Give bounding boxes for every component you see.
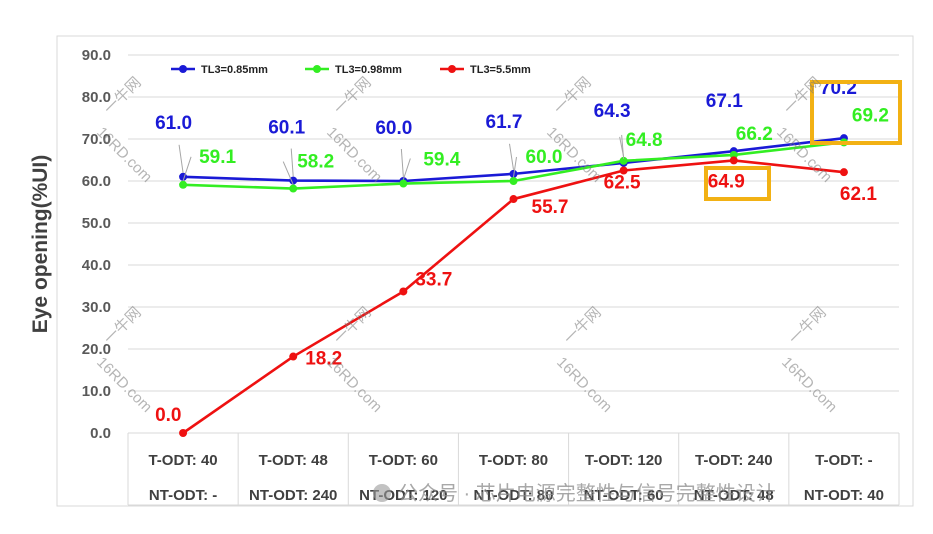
y-tick-label: 40.0 [82,257,111,274]
watermark-logo: 一牛网 [331,304,375,348]
data-label: 60.0 [526,147,563,168]
data-point [289,176,298,185]
x-tick-label-bottom: NT-ODT: 48 [694,487,774,504]
x-tick-label-bottom: NT-ODT: 240 [249,487,337,504]
data-label: 33.7 [415,269,452,290]
data-point [179,180,188,189]
data-label: 59.1 [199,147,236,168]
legend-swatch-marker [448,65,456,73]
legend-label: TL3=0.85mm [201,64,268,76]
data-label: 61.0 [155,113,192,134]
x-tick-label-top: T-ODT: 48 [259,452,328,469]
y-tick-label: 0.0 [90,425,111,442]
legend-swatch-marker [179,65,187,73]
x-tick-label-top: T-ODT: 80 [479,452,548,469]
data-point [839,168,848,177]
data-label: 59.4 [423,150,460,171]
data-label: 69.2 [852,105,889,126]
data-label-leader [182,156,192,181]
highlight-box [704,166,771,201]
data-label-leader [513,156,517,178]
x-tick-label-bottom: NT-ODT: 80 [473,487,553,504]
watermark-logo: 一牛网 [781,74,825,118]
data-label-leader [619,136,625,157]
data-label: 64.9 [708,171,745,192]
data-label: 66.2 [736,124,773,145]
y-tick-label: 20.0 [82,341,111,358]
data-label-leader [282,161,294,185]
wechat-icon [373,484,391,502]
data-label: 18.2 [305,349,342,370]
legend-label: TL3=0.98mm [335,64,402,76]
y-tick-label: 80.0 [82,89,111,106]
data-label: 60.0 [375,118,412,139]
watermark-site: 16RD.com [778,354,840,416]
data-label: 67.1 [706,91,743,112]
x-tick-label-top: T-ODT: - [815,452,873,469]
y-tick-label: 70.0 [82,131,111,148]
chart-border [56,35,914,507]
data-point [509,177,518,185]
x-tick-label-top: T-ODT: 240 [695,452,773,469]
y-tick-label: 30.0 [82,299,111,316]
x-tick-label-bottom: NT-ODT: - [149,487,217,504]
data-label: 0.0 [155,405,181,426]
data-label: 62.5 [604,173,641,194]
y-axis-title: Eye opening(%UI) [29,155,52,334]
watermark-site: 16RD.com [553,354,615,416]
data-point [399,287,408,296]
watermark-footer: 公众号 · 芯片电源完整性与信号完整性设计 [398,482,776,505]
y-tick-label: 90.0 [82,47,111,64]
x-tick-label-top: T-ODT: 120 [585,452,663,469]
data-label: 64.3 [594,101,631,122]
data-point [289,184,298,193]
x-tick-label-bottom: NT-ODT: 40 [804,487,884,504]
y-tick-label: 60.0 [82,173,111,190]
data-point [179,429,188,437]
watermark-site: 16RD.com [773,124,835,186]
data-label: 61.7 [486,112,523,133]
data-label: 55.7 [532,197,569,218]
highlight-box [810,80,902,145]
data-label-leader [509,143,514,170]
y-tick-label: 10.0 [82,383,111,400]
watermark-logo: 一牛网 [551,74,595,118]
data-point [619,156,628,165]
data-label: 62.1 [840,184,877,205]
data-point [289,352,298,361]
data-label: 58.2 [297,152,334,173]
watermark-site: 16RD.com [323,354,385,416]
watermark-logo: 一牛网 [561,304,605,348]
data-point [619,166,628,175]
y-tick-label: 50.0 [82,215,111,232]
data-label-leader [290,148,294,177]
data-point [509,195,518,204]
watermark-logo: 一牛网 [786,304,830,348]
data-label-leader [402,158,411,180]
watermark-logo: 一牛网 [331,74,375,118]
x-tick-label-bottom: NT-ODT: 60 [584,487,664,504]
data-point [399,179,408,188]
data-point [729,156,738,165]
x-tick-label-top: T-ODT: 40 [148,452,217,469]
legend-label: TL3=5.5mm [470,64,531,76]
legend-swatch-marker [313,65,321,73]
data-label-leader [178,144,184,173]
data-label: 64.8 [626,130,663,151]
data-label: 60.1 [268,118,305,139]
data-label-leader [400,148,404,178]
x-tick-label-top: T-ODT: 60 [369,452,438,469]
